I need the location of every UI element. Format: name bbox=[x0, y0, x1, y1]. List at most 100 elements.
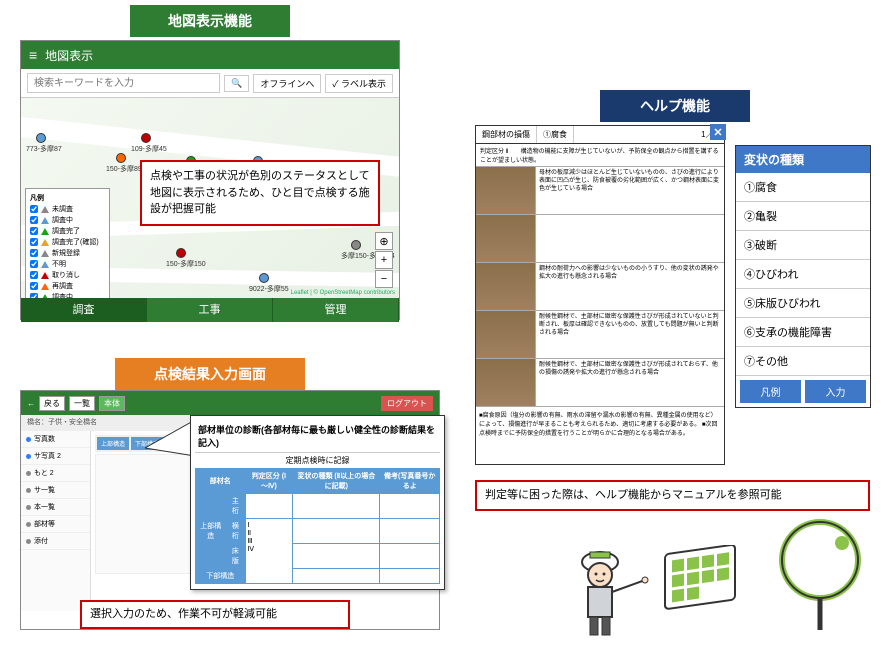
logout-button[interactable]: ログアウト bbox=[381, 396, 433, 411]
chevron-item[interactable]: 上部構造 bbox=[97, 437, 129, 450]
map-legend: 凡例 未調査調査中調査完了調査完了(確認)新規登録不明取り消し再調査調査中工事完… bbox=[25, 188, 110, 298]
defect-type-item[interactable]: ③破断 bbox=[736, 231, 870, 260]
illustration bbox=[540, 530, 870, 645]
search-icon[interactable]: 🔍 bbox=[224, 75, 249, 92]
map-marker[interactable] bbox=[36, 133, 46, 143]
legend-checkbox[interactable] bbox=[30, 260, 38, 268]
help-window: ✕ 鋼部材の損傷 ①腐食 1／5 判定区分 Ⅱ 構造物の機能に支障が生じていない… bbox=[475, 125, 725, 465]
help-image bbox=[476, 215, 536, 262]
defect-types-panel: 変状の種類 ①腐食②亀裂③破断④ひびわれ⑤床版ひびわれ⑥支承の機能障害⑦その他 … bbox=[735, 145, 871, 408]
legend-checkbox[interactable] bbox=[30, 205, 38, 213]
hamburger-icon[interactable]: ≡ bbox=[29, 47, 37, 63]
sidebar-item[interactable]: 本一覧 bbox=[21, 499, 90, 516]
top-tab-back[interactable]: 戻る bbox=[39, 396, 65, 411]
map-section-label: 地図表示機能 bbox=[130, 5, 290, 37]
help-header: 鋼部材の損傷 ①腐食 1／5 bbox=[476, 126, 724, 144]
marker-label: 150-多摩150 bbox=[166, 259, 206, 269]
defect-type-item[interactable]: ⑦その他 bbox=[736, 347, 870, 376]
defect-type-item[interactable]: ①腐食 bbox=[736, 173, 870, 202]
map-search-input[interactable] bbox=[27, 73, 220, 93]
legend-title: 凡例 bbox=[30, 193, 105, 203]
map-marker[interactable] bbox=[351, 240, 361, 250]
magnifier-icon bbox=[770, 515, 875, 635]
row-deck: 床版 bbox=[226, 544, 245, 569]
legend-item: 新規登録 bbox=[30, 248, 105, 258]
group-upper: 上部構造 bbox=[196, 494, 226, 569]
sidebar-item[interactable]: サ写真 2 bbox=[21, 448, 90, 465]
col-defect: 変状の種類 (Ⅱ以上の場合に記載) bbox=[293, 469, 380, 494]
defect-types-title: 変状の種類 bbox=[736, 146, 870, 173]
defect-type-item[interactable]: ④ひびわれ bbox=[736, 260, 870, 289]
input-sidebar: 写真数サ写真 2もと 2サ一覧本一覧部材等添付 bbox=[21, 431, 91, 611]
sidebar-item[interactable]: サ一覧 bbox=[21, 482, 90, 499]
sidebar-item[interactable]: 部材等 bbox=[21, 516, 90, 533]
help-text: 母材の板厚減少はほとんど生じていないものの、さびの進行により表面に凹凸が生じ、防… bbox=[536, 167, 724, 214]
grade-cell[interactable] bbox=[245, 494, 293, 519]
help-row: 耐候性鋼材で、主部材に緻密な保護性さびが形成されておらず、他の損傷の誘発や拡大の… bbox=[476, 359, 724, 407]
defect-type-item[interactable]: ②亀裂 bbox=[736, 202, 870, 231]
locate-icon[interactable]: ⊕ bbox=[375, 232, 393, 250]
legend-checkbox[interactable] bbox=[30, 238, 38, 246]
defect-type-item[interactable]: ⑤床版ひびわれ bbox=[736, 289, 870, 318]
sidebar-item[interactable]: もと 2 bbox=[21, 465, 90, 482]
input-callout: 選択入力のため、作業不可が軽減可能 bbox=[80, 600, 350, 629]
map-marker[interactable] bbox=[141, 133, 151, 143]
tab-management[interactable]: 管理 bbox=[273, 298, 399, 322]
tab-construction[interactable]: 工事 bbox=[147, 298, 273, 322]
tab-survey[interactable]: 調査 bbox=[21, 298, 147, 322]
legend-button[interactable]: 凡例 bbox=[740, 380, 801, 403]
help-text bbox=[536, 215, 724, 262]
grade-dropdown[interactable]: Ⅰ Ⅱ Ⅲ Ⅳ bbox=[245, 519, 293, 584]
defect-cell-highlighted[interactable] bbox=[293, 494, 380, 519]
tablet-icon bbox=[660, 545, 745, 620]
legend-checkbox[interactable] bbox=[30, 249, 38, 257]
zoom-in-button[interactable]: + bbox=[375, 251, 393, 269]
sidebar-item[interactable]: 添付 bbox=[21, 533, 90, 550]
legend-checkbox[interactable] bbox=[30, 282, 38, 290]
legend-item: 再調査 bbox=[30, 281, 105, 291]
map-header: ≡ 地図表示 bbox=[21, 41, 399, 69]
diagnosis-sub: 定期点検時に記録 bbox=[195, 453, 440, 468]
zoom-out-button[interactable]: − bbox=[375, 270, 393, 288]
input-button[interactable]: 入力 bbox=[805, 380, 866, 403]
legend-item: 取り消し bbox=[30, 270, 105, 280]
offline-button[interactable]: オフラインへ bbox=[253, 74, 321, 93]
col-note: 備考(写真番号かるよ bbox=[380, 469, 440, 494]
help-text: 耐候性鋼材で、主部材に緻密な保護性さびが形成されておらず、他の損傷の誘発や拡大の… bbox=[536, 359, 724, 406]
diagnosis-table: 部材名 判定区分 (Ⅰ～Ⅳ) 変状の種類 (Ⅱ以上の場合に記載) 備考(写真番号… bbox=[195, 468, 440, 584]
legend-checkbox[interactable] bbox=[30, 227, 38, 235]
help-image bbox=[476, 167, 536, 214]
map-marker[interactable] bbox=[116, 153, 126, 163]
legend-item: 未調査 bbox=[30, 204, 105, 214]
col-member: 部材名 bbox=[196, 469, 246, 494]
sidebar-item[interactable]: 写真数 bbox=[21, 431, 90, 448]
note-cell[interactable] bbox=[380, 494, 440, 519]
row-main-girder: 主桁 bbox=[226, 494, 245, 519]
map-attribution: Leaflet | © OpenStreetMap contributors bbox=[291, 290, 395, 296]
label-toggle-button[interactable]: ✓ ラベル表示 bbox=[325, 74, 393, 93]
help-image bbox=[476, 311, 536, 358]
legend-item: 不明 bbox=[30, 259, 105, 269]
help-meta: 判定区分 Ⅱ 構造物の機能に支障が生じていないが、予防保全の観点から措置を講ずる… bbox=[476, 144, 724, 167]
legend-checkbox[interactable] bbox=[30, 216, 38, 224]
zoom-controls: ⊕ + − bbox=[375, 232, 393, 288]
help-image bbox=[476, 263, 536, 310]
map-title: 地図表示 bbox=[45, 47, 93, 64]
map-marker[interactable] bbox=[259, 273, 269, 283]
diagnosis-title: 部材単位の診断(各部材毎に最も厳しい健全性の診断結果を記入) bbox=[195, 420, 440, 453]
map-marker[interactable] bbox=[176, 248, 186, 258]
worker-icon bbox=[560, 540, 650, 640]
marker-label: 109-多摩45 bbox=[131, 144, 167, 154]
marker-label: 150-多摩89 bbox=[106, 164, 142, 174]
legend-checkbox[interactable] bbox=[30, 271, 38, 279]
defect-type-item[interactable]: ⑥支承の機能障害 bbox=[736, 318, 870, 347]
legend-item: 調査完了 bbox=[30, 226, 105, 236]
legend-checkbox[interactable] bbox=[30, 293, 38, 298]
group-lower: 下部構造 bbox=[196, 569, 246, 584]
top-tab-main[interactable]: 本体 bbox=[99, 396, 125, 411]
help-section-label: ヘルプ機能 bbox=[600, 90, 750, 122]
help-row bbox=[476, 215, 724, 263]
help-row: 耐候性鋼材で、主部材に緻密な保護性さびが形成されていないと判断され、板厚は確認で… bbox=[476, 311, 724, 359]
close-icon[interactable]: ✕ bbox=[710, 124, 726, 140]
top-tab-list[interactable]: 一覧 bbox=[69, 396, 95, 411]
